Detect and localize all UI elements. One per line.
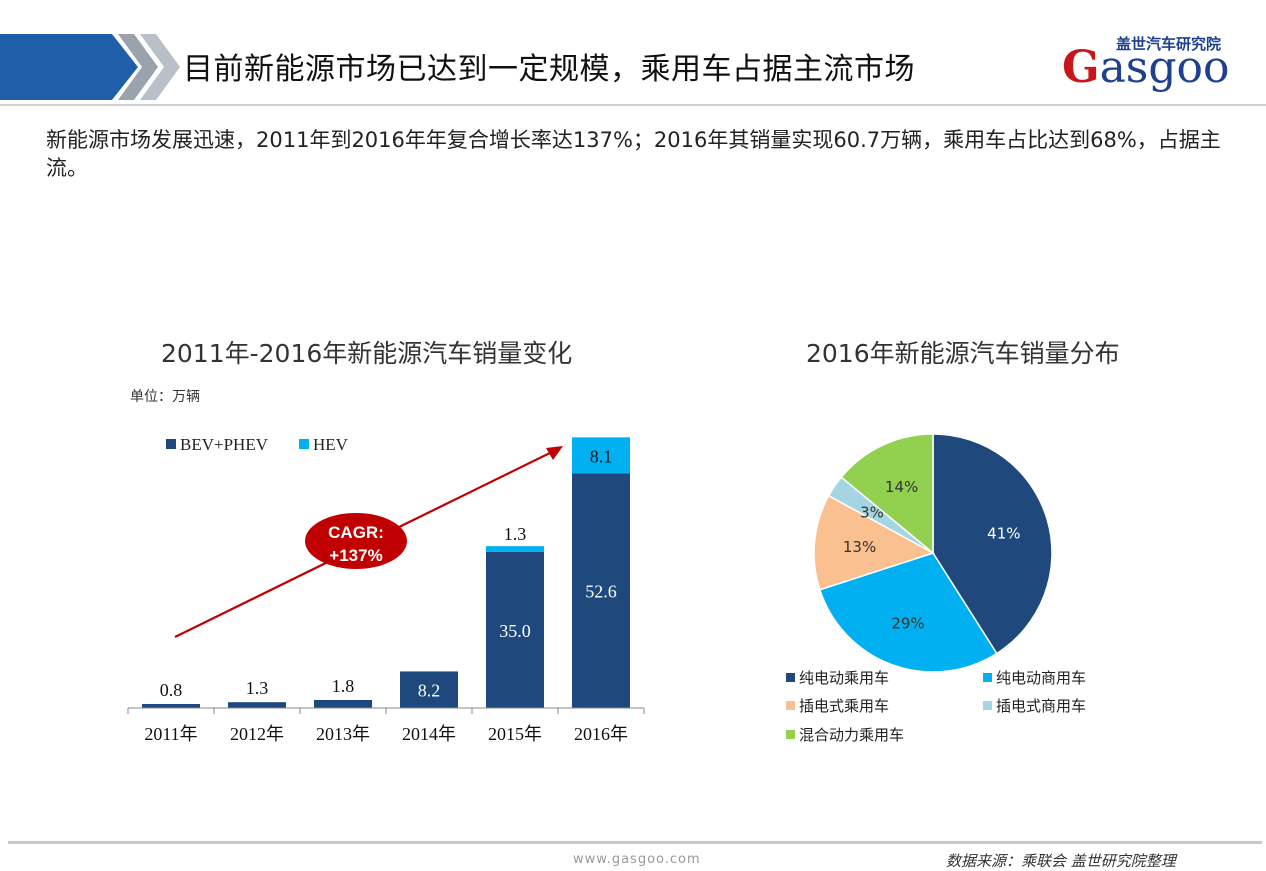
logo-chinese-text: 盖世汽车研究院 [1116,35,1222,53]
pie-legend-label: 插电式商用车 [996,697,1086,715]
pie-slice-label-5: 14% [885,478,918,496]
x-tick-label: 2016年 [574,724,628,744]
bar-chart-title: 2011年-2016年新能源汽车销量变化 [161,339,573,368]
logo-english-text: Gasgoo [1062,42,1230,93]
cagr-arrow-head [546,446,563,460]
data-label-bev-4: 8.2 [418,681,441,701]
page-title: 目前新能源市场已达到一定规模，乘用车占据主流市场 [183,52,915,87]
cagr-badge-line1: CAGR: [328,523,384,542]
pie-legend-label: 插电式乘用车 [799,697,889,715]
data-label-bev-1: 0.8 [160,680,183,700]
header-divider [0,104,1266,106]
data-label-hev-5: 1.3 [504,524,527,544]
pie-chart-title: 2016年新能源汽车销量分布 [806,339,1120,368]
data-label-hev-6: 8.1 [590,446,613,466]
legend-label: HEV [313,435,349,454]
gasgoo-logo: 盖世汽车研究院 Gasgoo [1040,30,1250,100]
pie-legend-swatch [786,701,795,710]
x-tick-label: 2014年 [402,724,456,744]
pie-legend-label: 混合动力乘用车 [799,726,904,744]
pie-legend-swatch [786,730,795,739]
bar-chart-unit: 单位：万辆 [130,389,200,405]
pie-slice-5 [840,433,934,555]
pie-slice-4 [827,476,934,554]
pie-slice-3 [813,494,935,591]
bar-bev-phev-1 [142,704,200,708]
footer-url: www.gasgoo.com [573,852,701,867]
data-label-bev-2: 1.3 [246,678,269,698]
cagr-badge-line2: +137% [329,546,382,565]
pie-legend-label: 纯电动商用车 [996,669,1086,687]
x-tick-label: 2015年 [488,724,542,744]
bar-bev-phev-2 [228,702,286,708]
x-tick-label: 2012年 [230,724,284,744]
bar-hev-6 [572,437,630,474]
pie-slice-label-1: 41% [987,524,1020,542]
x-tick-label: 2013年 [316,724,370,744]
legend-swatch [166,439,176,449]
header-double-chevron-icon [118,34,180,100]
pie-legend-swatch [983,673,992,682]
pie-slice-label-2: 29% [891,614,924,632]
pie-slice-label-3: 13% [843,538,876,556]
pie-slice-2 [818,552,998,673]
x-tick-label: 2011年 [144,724,197,744]
bar-bev-phev-3 [314,699,372,708]
pie-slice-1 [932,433,1053,655]
cagr-arrow [174,449,557,638]
data-label-bev-5: 35.0 [499,621,531,641]
footer-divider [8,841,1262,844]
bar-bev-phev-4 [400,671,458,708]
cagr-badge [305,513,407,569]
footer-source: 数据来源：乘联会 盖世研究院整理 [946,852,1176,870]
bar-bev-phev-6 [572,473,630,708]
data-label-bev-3: 1.8 [332,676,355,696]
summary-text: 新能源市场发展迅速，2011年到2016年年复合增长率达137%；2016年其销… [46,128,1221,180]
data-label-bev-6: 52.6 [585,582,617,602]
pie-legend-label: 纯电动乘用车 [799,669,889,687]
pie-legend-swatch [983,701,992,710]
pie-slice-label-4: 3% [860,504,884,522]
pie-legend-swatch [786,673,795,682]
bar-hev-5 [486,546,544,552]
bar-bev-phev-5 [486,551,544,708]
legend-swatch [299,439,309,449]
legend-label: BEV+PHEV [180,435,269,454]
